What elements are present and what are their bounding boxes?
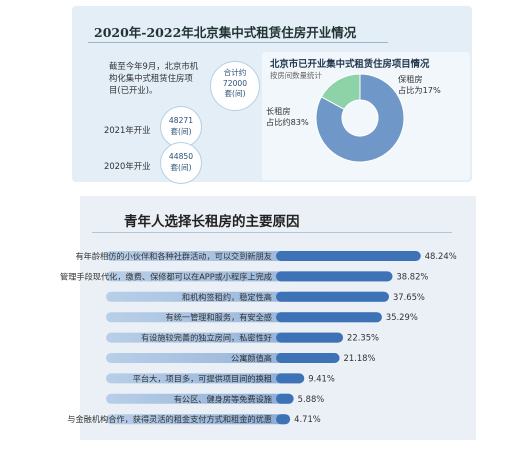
pie-label-long-name: 长租房 <box>266 106 291 116</box>
bar-category-label-2: 和机构签租约，稳定性高 <box>182 292 272 302</box>
bar-chart-divider <box>92 232 452 233</box>
year-2020-label: 2020年开业 <box>104 161 151 171</box>
pie-label-long: 长租房 占比约83% <box>266 106 309 128</box>
bar-value-7 <box>276 393 294 404</box>
year-2020-unit: 套(间) <box>170 162 192 172</box>
bar-category-label-5: 公寓颜值高 <box>231 353 272 363</box>
bar-6 <box>106 373 305 384</box>
bar-value-label-1: 38.82% <box>396 271 428 281</box>
total-value: 72000 <box>222 78 248 88</box>
pie-chart <box>315 73 405 163</box>
bar-value-label-0: 48.24% <box>425 251 457 261</box>
bar-value-label-6: 9.41% <box>308 373 335 383</box>
note-text: 截至今年9月，北京市机构化集中式租赁住房项目(已开业)。 <box>109 61 199 95</box>
bar-value-1 <box>276 271 393 282</box>
pie-label-bao-name: 保租房 <box>398 74 423 84</box>
bar-value-6 <box>276 373 305 384</box>
year-2021-unit: 套(间) <box>170 126 192 136</box>
pie-label-bao: 保租房 占比为17% <box>398 74 441 96</box>
bar-value-8 <box>276 414 291 425</box>
bar-value-5 <box>276 353 340 363</box>
year-2021-label: 2021年开业 <box>104 125 151 135</box>
bar-value-label-5: 21.18% <box>344 353 376 363</box>
top-title: 2020年-2022年北京集中式租赁住房开业情况 <box>94 25 357 40</box>
pie-label-long-share: 占比约83% <box>266 117 309 127</box>
bar-value-label-3: 35.29% <box>386 312 418 322</box>
title-divider <box>88 42 388 43</box>
bar-chart-title: 青年人选择长租房的主要原因 <box>124 214 300 230</box>
bar-value-label-8: 4.71% <box>294 414 321 424</box>
bar-value-4 <box>276 332 344 343</box>
total-bubble: 合计约 72000 套(间) <box>210 61 260 111</box>
bar-value-2 <box>276 291 389 302</box>
total-unit: 套(间) <box>224 89 246 98</box>
bar-category-label-1: 管理手段现代化，缴费、保修都可以在APP或小程序上完成 <box>60 271 272 281</box>
total-label: 合计约 <box>223 68 247 77</box>
bar-category-label-0: 有年龄相仿的小伙伴和各种社群活动，可以交到新朋友 <box>75 251 272 261</box>
bar-category-label-4: 有设施较完善的独立房间，私密性好 <box>141 333 272 343</box>
bar-category-label-6: 平台大，项目多，可提供项目间的换租 <box>133 373 272 383</box>
bar-value-label-7: 5.88% <box>298 394 325 404</box>
pie-slice-affordable <box>320 73 361 111</box>
bar-7 <box>106 393 294 404</box>
bar-category-label-3: 有统一管理和服务，有安全感 <box>166 312 272 322</box>
bar-category-label-7: 有公区、健身房等免费设施 <box>174 394 272 404</box>
bar-chart: 有年龄相仿的小伙伴和各种社群活动，可以交到新朋友 48.24% 管理手段现代化，缴费… <box>60 251 457 425</box>
bar-8 <box>106 414 291 425</box>
pie-subtitle: 按房间数量统计 <box>270 71 322 80</box>
bar-value-0 <box>276 251 421 261</box>
year-2020-value: 44850 <box>168 152 194 161</box>
year-2020-bubble: 44850 套(间) <box>160 142 202 184</box>
pie-title: 北京市已开业集中式租赁住房项目情况 <box>270 59 430 70</box>
bar-value-3 <box>276 312 382 323</box>
bar-value-label-4: 22.35% <box>347 333 379 343</box>
pie-label-bao-share: 占比为17% <box>398 85 441 95</box>
pie-slice-long-rent <box>315 73 405 163</box>
bar-category-label-8: 与金融机构合作，获得灵活的租金支付方式和租金的优惠 <box>67 414 272 424</box>
bar-value-label-2: 37.65% <box>393 292 425 302</box>
year-2021-bubble: 48271 套(间) <box>160 106 202 148</box>
year-2021-value: 48271 <box>168 116 194 125</box>
